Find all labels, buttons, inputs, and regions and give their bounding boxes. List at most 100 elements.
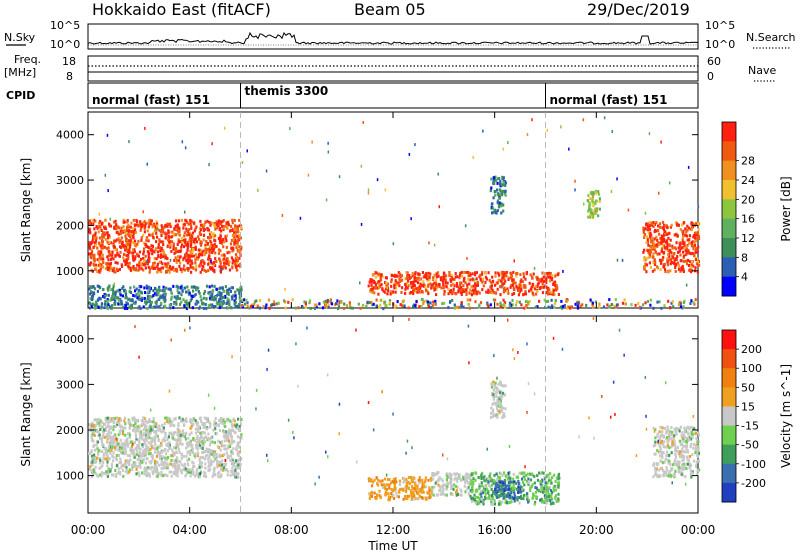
heatmap-cell — [106, 298, 109, 301]
heatmap-cell — [414, 272, 417, 276]
heatmap-cell — [393, 480, 396, 484]
heatmap-cell — [380, 273, 383, 277]
heatmap-cell — [101, 430, 105, 434]
heatmap-cell — [141, 437, 144, 441]
heatmap-cell — [163, 465, 166, 469]
heatmap-cell — [497, 205, 501, 209]
heatmap-cell — [467, 481, 470, 485]
heatmap-cell — [533, 266, 536, 270]
heatmap-cell — [197, 255, 200, 259]
heatmap-cell — [682, 221, 685, 225]
heatmap-cell — [156, 262, 159, 266]
heatmap-cell — [545, 291, 548, 295]
heatmap-cell — [112, 428, 115, 432]
heatmap-cell — [139, 459, 142, 463]
heatmap-cell — [667, 299, 670, 303]
heatmap-cell — [531, 275, 534, 279]
heatmap-cell — [117, 232, 120, 236]
heatmap-cell — [686, 458, 689, 462]
heatmap-cell — [168, 441, 171, 445]
heatmap-cell — [517, 293, 520, 297]
heatmap-cell — [225, 245, 228, 249]
heatmap-cell — [665, 239, 668, 243]
heatmap-cell — [213, 422, 216, 426]
heatmap-cell — [589, 298, 592, 302]
heatmap-cell — [459, 273, 462, 277]
heatmap-cell — [486, 303, 489, 306]
heatmap-cell — [150, 454, 153, 458]
heatmap-cell — [259, 299, 262, 303]
heatmap-cell — [207, 262, 210, 266]
heatmap-cell — [475, 284, 478, 288]
heatmap-cell — [104, 418, 107, 421]
heatmap-cell — [158, 472, 161, 476]
heatmap-cell — [178, 230, 181, 234]
heatmap-cell — [697, 235, 701, 238]
heatmap-cell — [663, 228, 666, 232]
heatmap-cell — [243, 298, 246, 302]
heatmap-cell — [166, 456, 169, 460]
heatmap-cell — [168, 431, 171, 435]
heatmap-cell — [104, 266, 107, 270]
heatmap-cell — [120, 226, 123, 230]
heatmap-cell — [229, 429, 232, 433]
heatmap-cell — [218, 257, 221, 261]
heatmap-cell — [688, 436, 691, 440]
heatmap-cell — [392, 493, 395, 497]
heatmap-cell — [208, 285, 211, 289]
heatmap-cell — [206, 420, 209, 423]
heatmap-cell — [175, 467, 178, 471]
heatmap-cell — [187, 436, 190, 440]
heatmap-cell — [136, 296, 139, 300]
heatmap-cell — [202, 442, 205, 445]
heatmap-cell — [544, 277, 547, 281]
heatmap-cell — [150, 266, 153, 270]
heatmap-cell — [490, 287, 493, 291]
heatmap-cell — [162, 240, 165, 244]
heatmap-cell — [203, 474, 206, 478]
heatmap-cell — [322, 300, 325, 304]
heatmap-cell — [648, 132, 651, 136]
heatmap-cell — [649, 250, 653, 254]
heatmap-cell — [118, 443, 121, 447]
heatmap-cell — [230, 470, 233, 474]
heatmap-cell — [553, 293, 556, 297]
heatmap-cell — [682, 435, 685, 439]
heatmap-cell — [160, 253, 163, 257]
heatmap-cell — [167, 268, 170, 272]
heatmap-cell — [668, 181, 671, 185]
heatmap-cell — [194, 253, 198, 257]
heatmap-cell — [674, 233, 677, 237]
heatmap-cell — [100, 305, 103, 309]
heatmap-cell — [191, 468, 194, 472]
heatmap-cell — [582, 118, 585, 122]
heatmap-cell — [245, 298, 248, 302]
heatmap-cell — [173, 417, 176, 421]
heatmap-cell — [142, 442, 145, 446]
heatmap-cell — [414, 271, 417, 275]
heatmap-cell — [690, 430, 693, 434]
heatmap-cell — [93, 255, 96, 259]
heatmap-cell — [404, 496, 407, 500]
heatmap-cell — [368, 497, 371, 501]
heatmap-cell — [145, 284, 148, 288]
heatmap-cell — [218, 303, 221, 307]
heatmap-cell — [685, 436, 688, 440]
heatmap-cell — [542, 275, 545, 279]
heatmap-cell — [241, 161, 244, 164]
heatmap-cell — [157, 463, 160, 467]
heatmap-cell — [674, 269, 677, 273]
heatmap-cell — [649, 303, 652, 307]
heatmap-cell — [129, 268, 132, 272]
heatmap-cell — [232, 417, 235, 421]
heatmap-cell — [433, 485, 436, 489]
heatmap-cell — [204, 243, 207, 247]
heatmap-cell — [106, 416, 109, 420]
heatmap-cell — [547, 286, 550, 290]
heatmap-cell — [220, 265, 223, 269]
heatmap-cell — [134, 419, 137, 423]
heatmap-cell — [119, 457, 122, 461]
heatmap-cell — [131, 266, 135, 270]
heatmap-cell — [463, 290, 466, 293]
